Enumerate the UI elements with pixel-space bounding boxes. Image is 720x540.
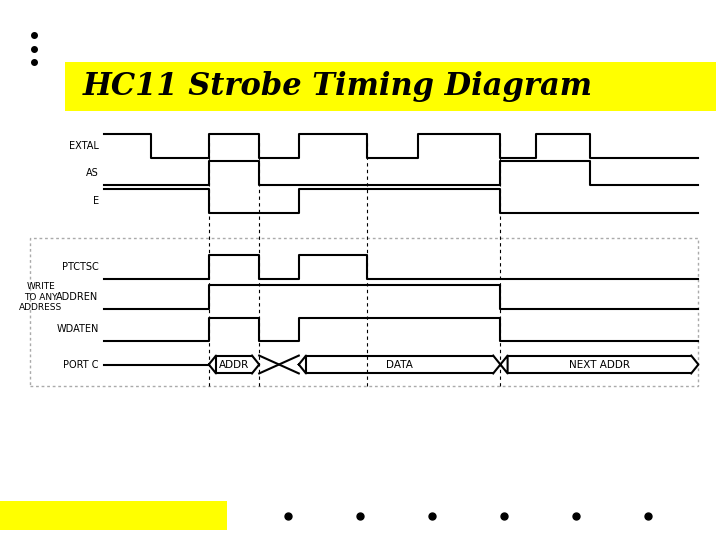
Text: PTCTSC: PTCTSC xyxy=(62,262,99,272)
Text: WRITE
TO ANY
ADDRESS: WRITE TO ANY ADDRESS xyxy=(19,282,63,312)
Text: HC11 Strobe Timing Diagram: HC11 Strobe Timing Diagram xyxy=(83,71,593,102)
Text: AS: AS xyxy=(86,168,99,178)
Text: ADDR: ADDR xyxy=(219,360,249,369)
Text: DATA: DATA xyxy=(386,360,413,369)
FancyBboxPatch shape xyxy=(65,62,716,111)
Text: EXTAL: EXTAL xyxy=(69,141,99,151)
Text: NEXT ADDR: NEXT ADDR xyxy=(569,360,630,369)
Text: WDATEN: WDATEN xyxy=(56,325,99,334)
Text: E: E xyxy=(92,196,99,206)
Text: PORT C: PORT C xyxy=(63,360,99,369)
Text: ADDREN: ADDREN xyxy=(56,292,99,302)
FancyBboxPatch shape xyxy=(0,501,227,530)
